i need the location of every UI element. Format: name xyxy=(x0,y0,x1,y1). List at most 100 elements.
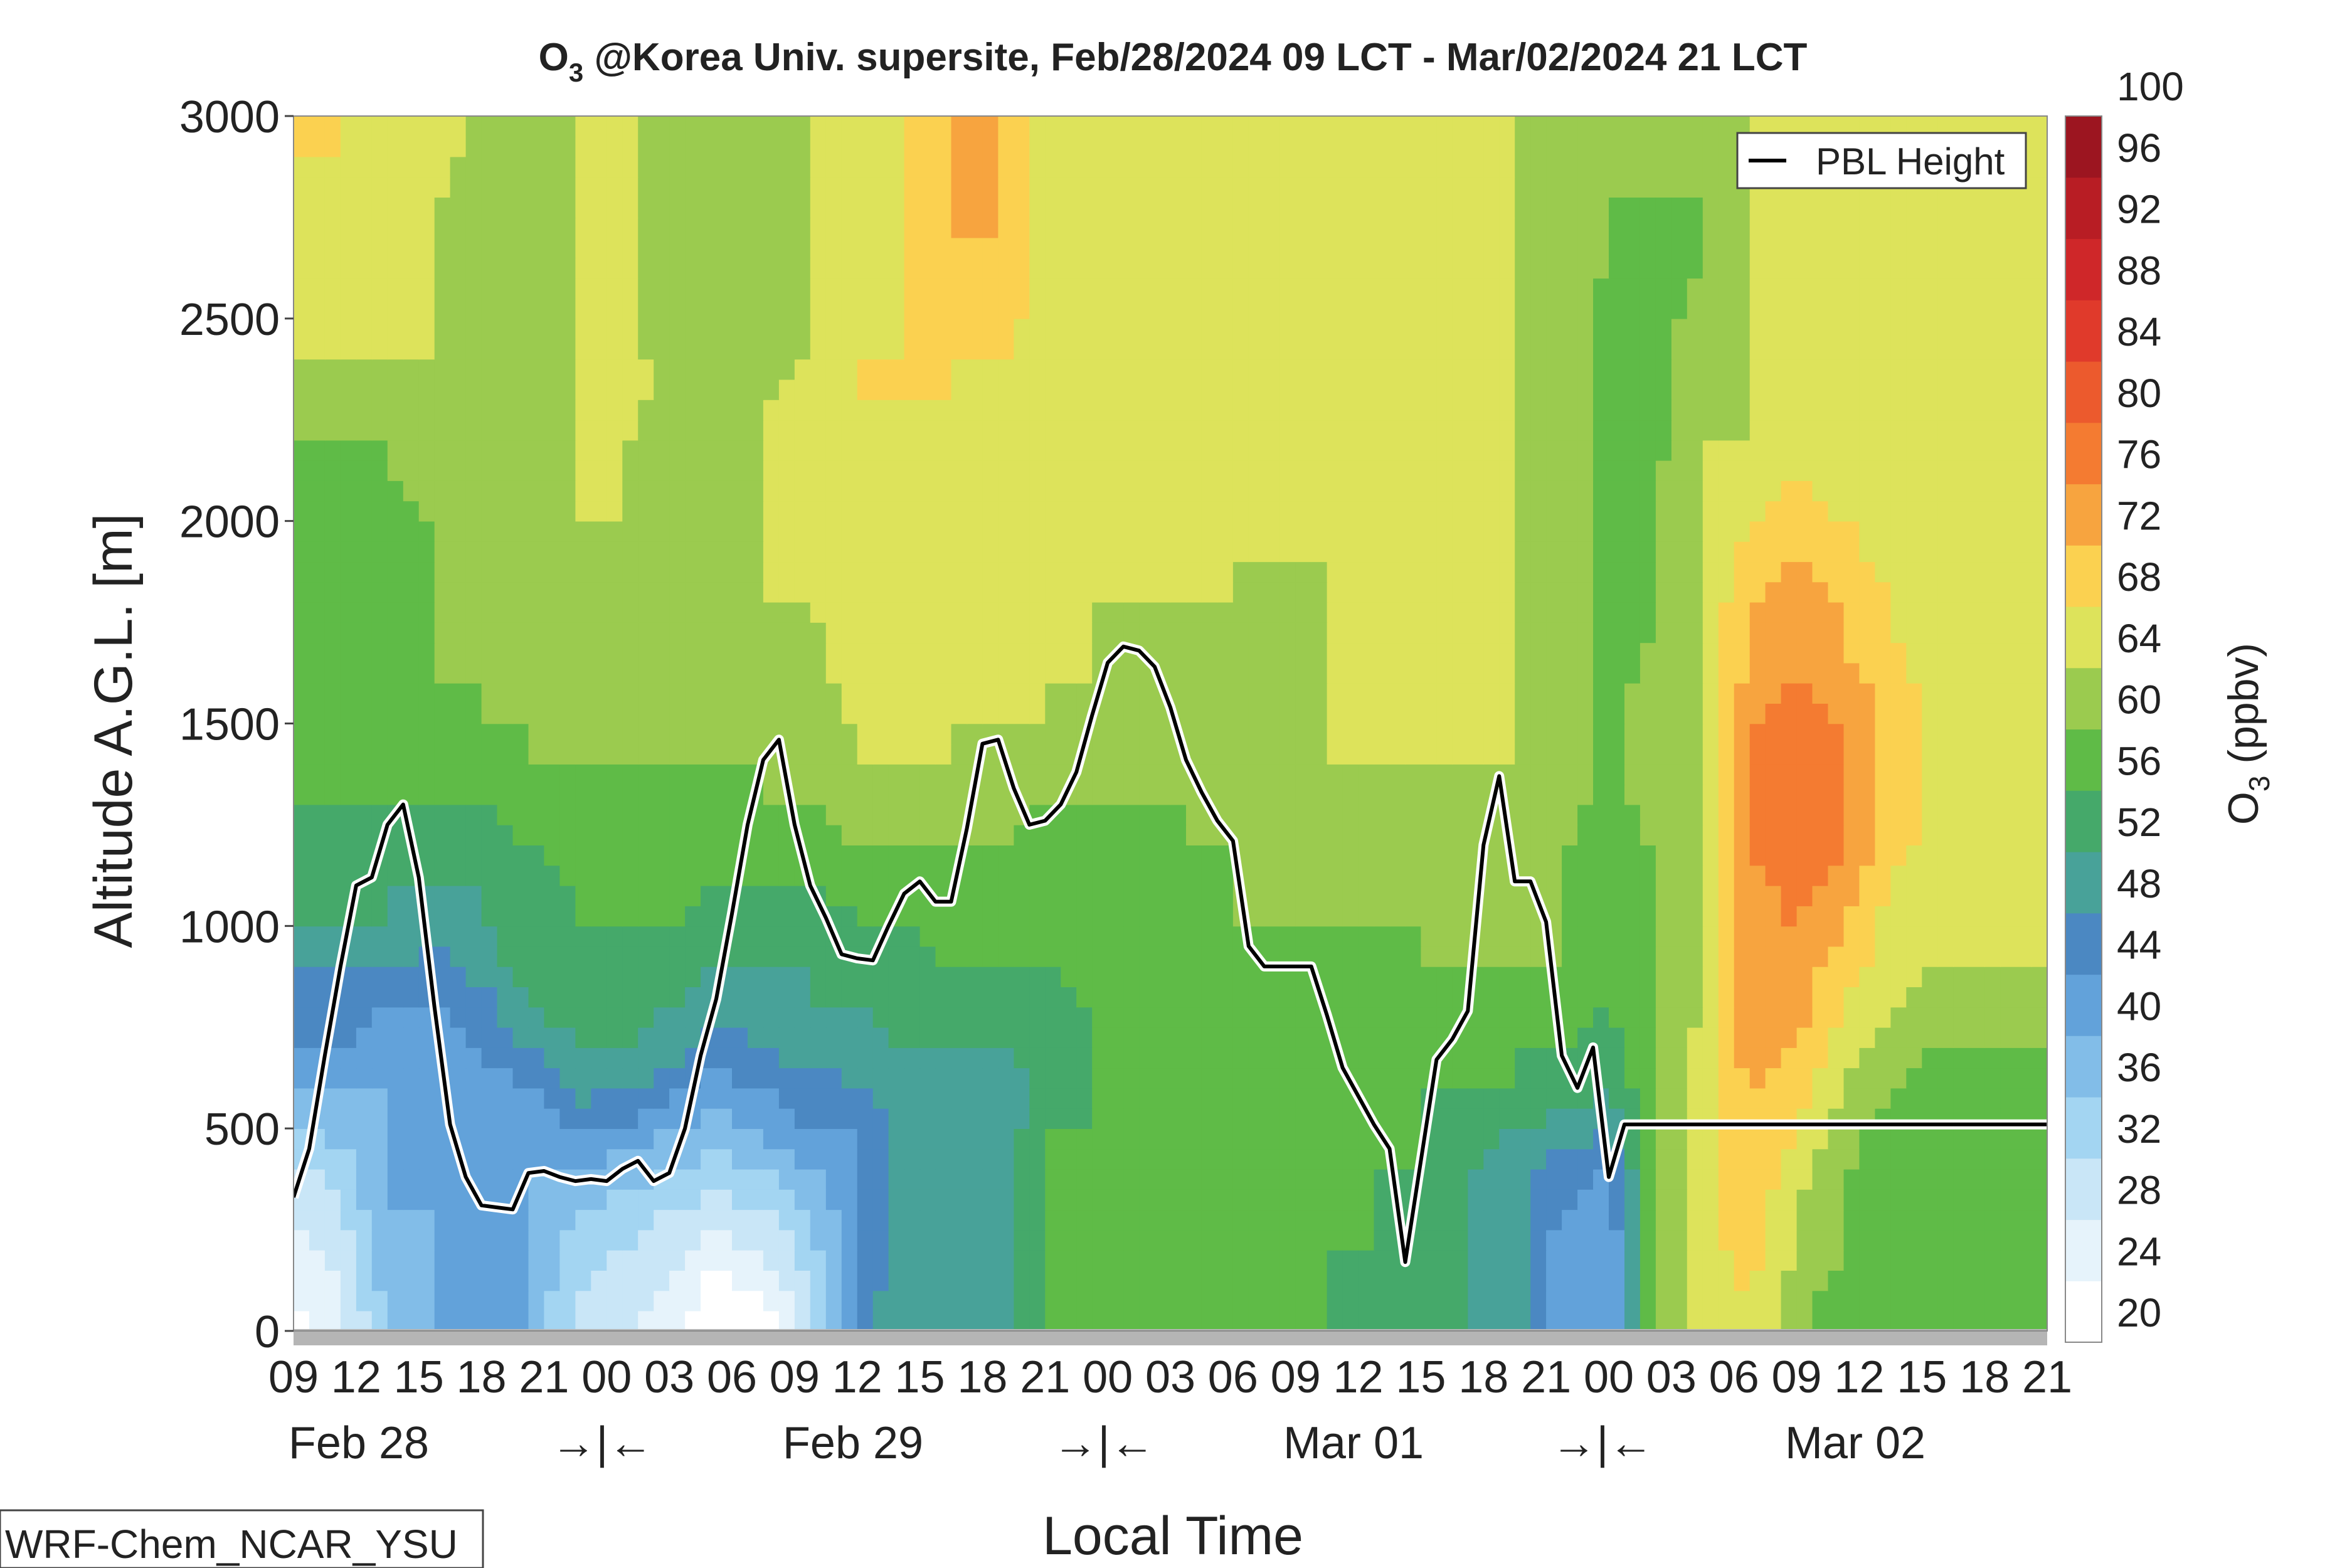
field-cell xyxy=(1734,642,1751,664)
field-cell xyxy=(857,581,874,603)
field-cell xyxy=(1640,561,1656,583)
field-cell xyxy=(935,764,952,785)
field-cell xyxy=(1749,743,1766,765)
field-cell xyxy=(1969,723,1985,744)
field-cell xyxy=(450,440,467,461)
field-cell xyxy=(1436,824,1453,845)
field-cell xyxy=(732,764,748,785)
field-cell xyxy=(904,460,921,481)
field-cell xyxy=(1530,946,1547,967)
field-cell xyxy=(2032,622,2047,644)
field-cell xyxy=(1421,824,1438,845)
field-cell xyxy=(1640,521,1656,542)
field-cell xyxy=(872,987,889,1008)
field-cell xyxy=(2016,561,2032,583)
field-cell xyxy=(982,703,999,724)
field-cell xyxy=(1546,1128,1562,1150)
field-cell xyxy=(904,1168,921,1190)
field-cell xyxy=(1092,926,1108,947)
field-cell xyxy=(732,682,748,704)
field-cell xyxy=(2016,601,2032,623)
field-cell xyxy=(1969,662,1985,684)
field-cell xyxy=(450,946,467,967)
field-cell xyxy=(497,1027,514,1048)
field-cell xyxy=(1421,581,1438,603)
field-cell xyxy=(1108,906,1124,927)
field-cell xyxy=(1765,561,1782,583)
field-cell xyxy=(1781,1249,1798,1271)
field-cell xyxy=(1123,440,1140,461)
field-cell xyxy=(1749,1229,1766,1251)
field-cell xyxy=(716,1007,733,1028)
field-cell xyxy=(324,1108,341,1129)
field-cell xyxy=(638,1047,654,1069)
field-cell xyxy=(1515,561,1531,583)
field-cell xyxy=(732,501,748,522)
field-cell xyxy=(324,501,341,522)
field-cell xyxy=(528,743,545,765)
field-cell xyxy=(778,501,795,522)
field-cell xyxy=(951,703,968,724)
field-cell xyxy=(794,1047,811,1069)
field-cell xyxy=(1828,743,1845,765)
field-cell xyxy=(1515,1007,1531,1028)
field-cell xyxy=(1342,521,1359,542)
field-cell xyxy=(512,1270,529,1291)
field-cell xyxy=(1436,987,1453,1008)
field-cell xyxy=(1201,480,1218,502)
field-cell xyxy=(512,682,529,704)
field-cell xyxy=(935,521,952,542)
field-cell xyxy=(716,865,733,886)
field-cell xyxy=(591,561,608,583)
field-cell xyxy=(528,966,545,987)
field-cell xyxy=(356,764,373,785)
field-cell xyxy=(888,1209,905,1231)
field-cell xyxy=(794,642,811,664)
field-cell xyxy=(778,1007,795,1028)
field-cell xyxy=(356,622,373,644)
field-cell xyxy=(340,784,357,805)
field-cell xyxy=(1953,845,1969,866)
field-cell xyxy=(434,440,451,461)
field-cell xyxy=(2016,1067,2032,1089)
field-cell xyxy=(434,501,451,522)
field-cell xyxy=(559,966,576,987)
field-cell xyxy=(1232,1047,1249,1069)
field-cell xyxy=(669,440,686,461)
field-cell xyxy=(1781,784,1798,805)
field-cell xyxy=(1170,1007,1187,1028)
field-cell xyxy=(1311,581,1328,603)
field-cell xyxy=(1279,1168,1296,1190)
field-cell xyxy=(1295,521,1312,542)
field-cell xyxy=(1123,1088,1140,1109)
field-cell xyxy=(919,1209,936,1231)
field-cell xyxy=(1029,703,1046,724)
field-cell xyxy=(1232,1189,1249,1210)
field-cell xyxy=(825,824,842,845)
field-cell xyxy=(387,1209,404,1231)
field-cell xyxy=(2032,682,2047,704)
field-cell xyxy=(324,662,341,684)
field-cell xyxy=(857,1270,874,1291)
field-cell xyxy=(1734,987,1751,1008)
field-cell xyxy=(794,622,811,644)
field-cell xyxy=(1029,642,1046,664)
field-cell xyxy=(450,865,467,886)
field-cell xyxy=(857,1229,874,1251)
field-cell xyxy=(841,1270,858,1291)
field-cell xyxy=(1108,885,1124,906)
field-cell xyxy=(1890,1027,1907,1048)
field-cell xyxy=(763,501,780,522)
field-cell xyxy=(2016,1007,2032,1028)
field-cell xyxy=(622,885,639,906)
field-cell xyxy=(1749,682,1766,704)
field-cell xyxy=(1201,865,1218,886)
field-cell xyxy=(497,743,514,765)
field-cell xyxy=(1436,1128,1453,1150)
field-cell xyxy=(1076,987,1093,1008)
field-cell xyxy=(825,1148,842,1170)
field-cell xyxy=(1201,987,1218,1008)
field-cell xyxy=(294,906,310,927)
field-cell xyxy=(1655,1007,1672,1028)
field-cell xyxy=(294,743,310,765)
